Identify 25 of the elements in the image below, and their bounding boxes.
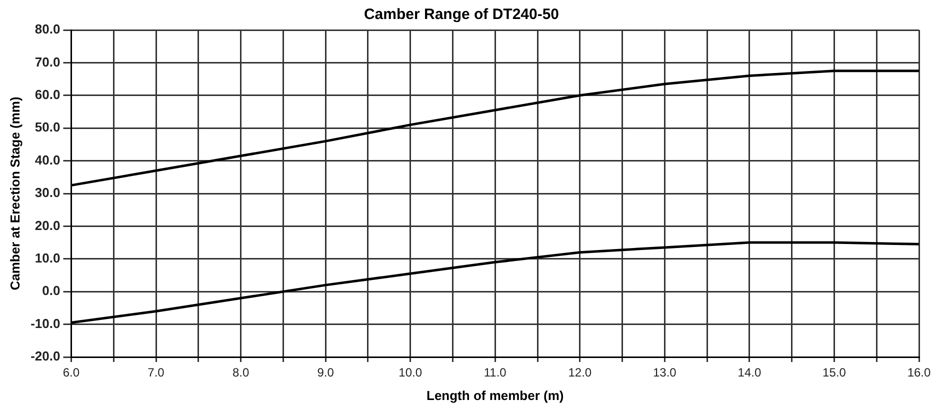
x-tick-label: 15.0: [822, 366, 846, 380]
y-tick-label: -20.0: [30, 348, 60, 364]
y-tick-label: 50.0: [34, 120, 60, 135]
y-tick-label: 70.0: [34, 54, 60, 70]
y-tick-label: 30.0: [34, 185, 60, 200]
x-tick-label: 13.0: [652, 366, 677, 380]
chart-title: Camber Range of DT240-50: [364, 6, 560, 24]
y-tick-label: -10.0: [30, 316, 60, 331]
y-tick-label: 10.0: [34, 250, 60, 266]
x-tick-label: 8.0: [232, 366, 250, 380]
y-tick-label: 20.0: [34, 218, 60, 233]
x-tick-label: 12.0: [568, 366, 592, 380]
x-tick-label: 7.0: [148, 366, 165, 380]
y-tick-label: 0.0: [42, 283, 60, 298]
x-tick-label: 10.0: [398, 366, 422, 380]
y-tick-label: 80.0: [34, 22, 60, 37]
x-tick-label: 11.0: [484, 366, 507, 380]
x-tick-label: 6.0: [62, 366, 80, 380]
x-axis-title: Length of member (m): [426, 388, 564, 403]
y-tick-label: 40.0: [34, 152, 60, 168]
y-tick-label: 60.0: [34, 86, 60, 102]
x-tick-label: 14.0: [738, 366, 762, 380]
x-tick-label: 9.0: [317, 366, 334, 380]
x-tick-label: 16.0: [907, 366, 931, 380]
y-axis-title: Camber at Erection Stage (mm): [7, 96, 22, 290]
